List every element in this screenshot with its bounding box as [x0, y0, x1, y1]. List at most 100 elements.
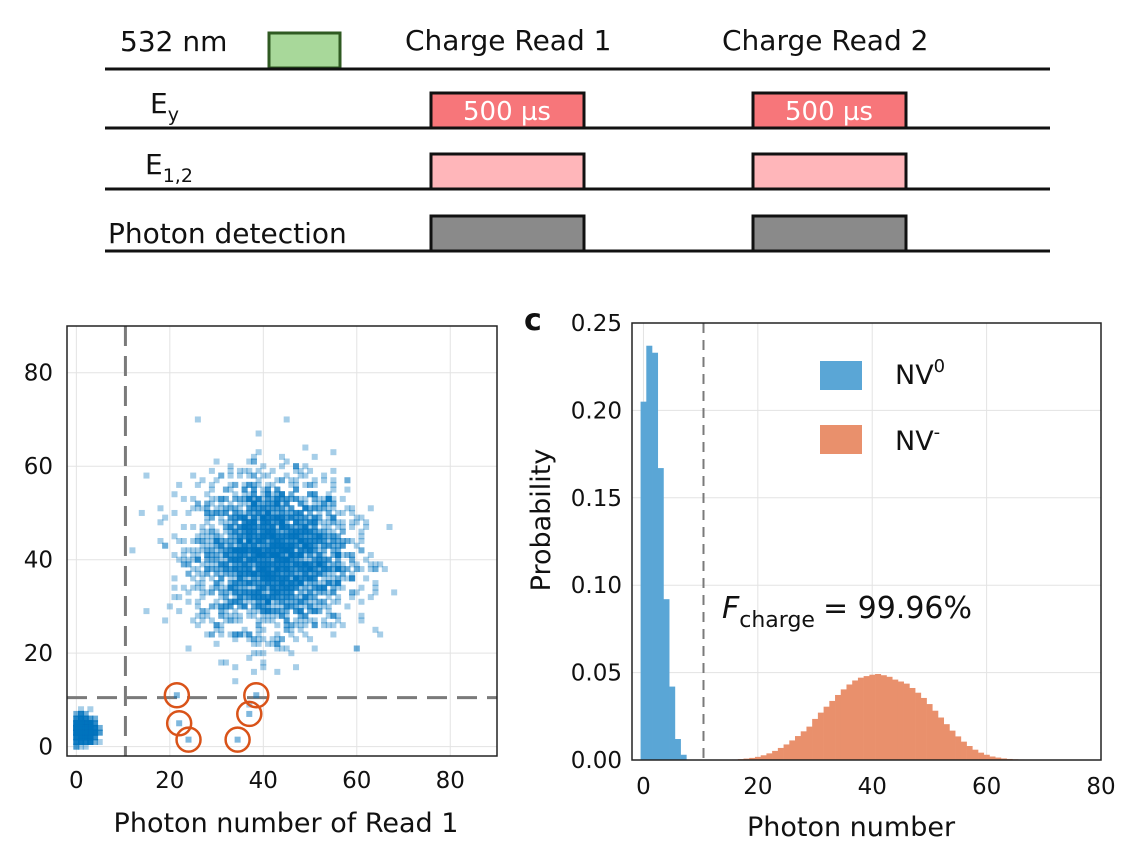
- scatter-point: [255, 556, 262, 563]
- scatter-point: [250, 547, 257, 554]
- scatter-point: [269, 514, 276, 521]
- scatter-point: [269, 491, 276, 498]
- scatter-point: [311, 622, 318, 629]
- scatter-point: [321, 589, 328, 596]
- scatter-point: [349, 575, 356, 582]
- scatter-point: [162, 617, 169, 624]
- scatter-point: [78, 729, 85, 736]
- scatter-point: [307, 636, 314, 643]
- scatter-point: [283, 622, 290, 629]
- scatter-point: [349, 575, 356, 582]
- scatter-point: [260, 533, 267, 540]
- scatter-point: [288, 542, 295, 549]
- scatter-point: [330, 495, 337, 502]
- scatter-point: [288, 603, 295, 610]
- scatter-point: [293, 509, 300, 516]
- scatter-point: [87, 729, 94, 736]
- scatter-point: [302, 598, 309, 605]
- scatter-point: [82, 738, 89, 745]
- scatter-point: [246, 556, 253, 563]
- scatter-point: [82, 720, 89, 727]
- scatter-point: [199, 617, 206, 624]
- scatter-point: [82, 724, 89, 731]
- histogram-bar-nv0: [640, 401, 647, 760]
- scatter-point: [255, 589, 262, 596]
- scatter-point: [250, 514, 257, 521]
- scatter-point: [236, 523, 243, 530]
- scatter-point: [260, 608, 267, 615]
- scatter-point: [269, 608, 276, 615]
- scatter-point: [218, 570, 225, 577]
- scatter-point: [344, 566, 351, 573]
- scatter-point: [87, 724, 94, 731]
- scatter-point: [302, 528, 309, 535]
- scatter-point: [325, 533, 332, 540]
- scatter-point: [260, 561, 267, 568]
- scatter-point: [232, 598, 239, 605]
- scatter-point: [302, 612, 309, 619]
- scatter-point: [349, 570, 356, 577]
- scatter-point: [274, 552, 281, 559]
- scatter-point: [330, 467, 337, 474]
- scatter-point: [222, 509, 229, 516]
- scatter-point: [269, 570, 276, 577]
- scatter-point: [78, 710, 85, 717]
- scatter-point: [330, 505, 337, 512]
- scatter-point: [78, 738, 85, 745]
- scatter-point: [246, 519, 253, 526]
- scatter-point: [250, 552, 257, 559]
- scatter-point: [269, 566, 276, 573]
- scatter-point: [349, 552, 356, 559]
- scatter-point: [386, 523, 393, 530]
- scatter-point: [335, 580, 342, 587]
- scatter-point: [283, 547, 290, 554]
- scatter-point: [330, 547, 337, 554]
- scatter-point: [297, 580, 304, 587]
- scatter-point: [264, 505, 271, 512]
- scatter-point: [204, 505, 211, 512]
- scatter-point: [92, 724, 99, 731]
- scatter-point: [293, 486, 300, 493]
- scatter-point: [78, 724, 85, 731]
- scatter-point: [288, 584, 295, 591]
- scatter-point: [283, 458, 290, 465]
- scatter-point: [260, 603, 267, 610]
- scatter-point: [241, 519, 248, 526]
- scatter-point: [316, 561, 323, 568]
- scatter-point: [232, 631, 239, 638]
- scatter-point: [82, 734, 89, 741]
- scatter-point: [311, 542, 318, 549]
- scatter-point: [297, 514, 304, 521]
- scatter-point: [246, 566, 253, 573]
- scatter-point: [288, 547, 295, 554]
- scatter-point: [78, 715, 85, 722]
- scatter-point: [222, 486, 229, 493]
- histogram-bar-nv-minus: [749, 757, 756, 760]
- scatter-point: [264, 561, 271, 568]
- scatter-point: [307, 575, 314, 582]
- scatter-point: [241, 570, 248, 577]
- scatter-point: [232, 514, 239, 521]
- scatter-point: [199, 505, 206, 512]
- scatter-point: [260, 589, 267, 596]
- scatter-point: [255, 566, 262, 573]
- scatter-point: [264, 580, 271, 587]
- scatter-point: [269, 570, 276, 577]
- scatter-point: [311, 584, 318, 591]
- scatter-point: [307, 617, 314, 624]
- scatter-point: [236, 589, 243, 596]
- scatter-point: [236, 589, 243, 596]
- scatter-point: [330, 598, 337, 605]
- scatter-point: [288, 514, 295, 521]
- scatter-point: [78, 734, 85, 741]
- scatter-point: [236, 505, 243, 512]
- scatter-point: [241, 547, 248, 554]
- scatter-point: [78, 724, 85, 731]
- scatter-point: [293, 552, 300, 559]
- scatter-point: [264, 598, 271, 605]
- scatter-point: [325, 542, 332, 549]
- histogram-bar-nv-minus: [886, 676, 893, 760]
- scatter-point: [222, 561, 229, 568]
- scatter-point: [283, 584, 290, 591]
- scatter-point: [236, 570, 243, 577]
